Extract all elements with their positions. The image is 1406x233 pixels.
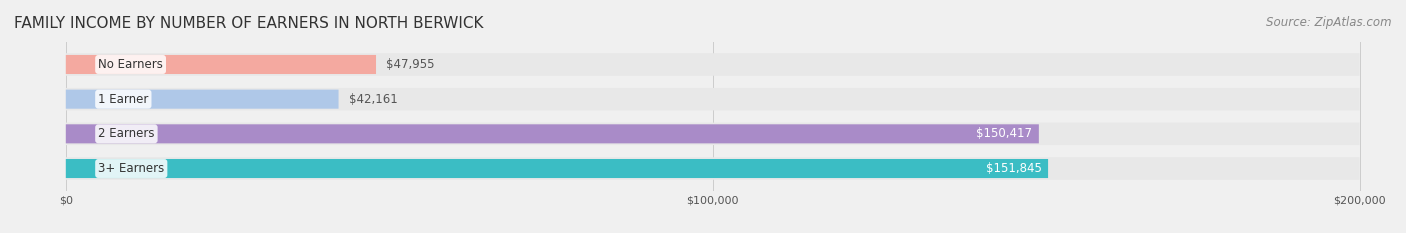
Text: No Earners: No Earners [98,58,163,71]
Text: 1 Earner: 1 Earner [98,93,149,106]
FancyBboxPatch shape [66,55,375,74]
Text: $151,845: $151,845 [986,162,1042,175]
Text: $150,417: $150,417 [976,127,1032,140]
FancyBboxPatch shape [66,157,1360,180]
FancyBboxPatch shape [66,53,1360,76]
Text: $42,161: $42,161 [349,93,398,106]
FancyBboxPatch shape [66,90,339,109]
Text: $47,955: $47,955 [387,58,434,71]
FancyBboxPatch shape [66,159,1047,178]
Text: FAMILY INCOME BY NUMBER OF EARNERS IN NORTH BERWICK: FAMILY INCOME BY NUMBER OF EARNERS IN NO… [14,16,484,31]
FancyBboxPatch shape [66,124,1039,143]
Text: 2 Earners: 2 Earners [98,127,155,140]
Text: Source: ZipAtlas.com: Source: ZipAtlas.com [1267,16,1392,29]
FancyBboxPatch shape [66,88,1360,110]
FancyBboxPatch shape [66,123,1360,145]
Text: 3+ Earners: 3+ Earners [98,162,165,175]
